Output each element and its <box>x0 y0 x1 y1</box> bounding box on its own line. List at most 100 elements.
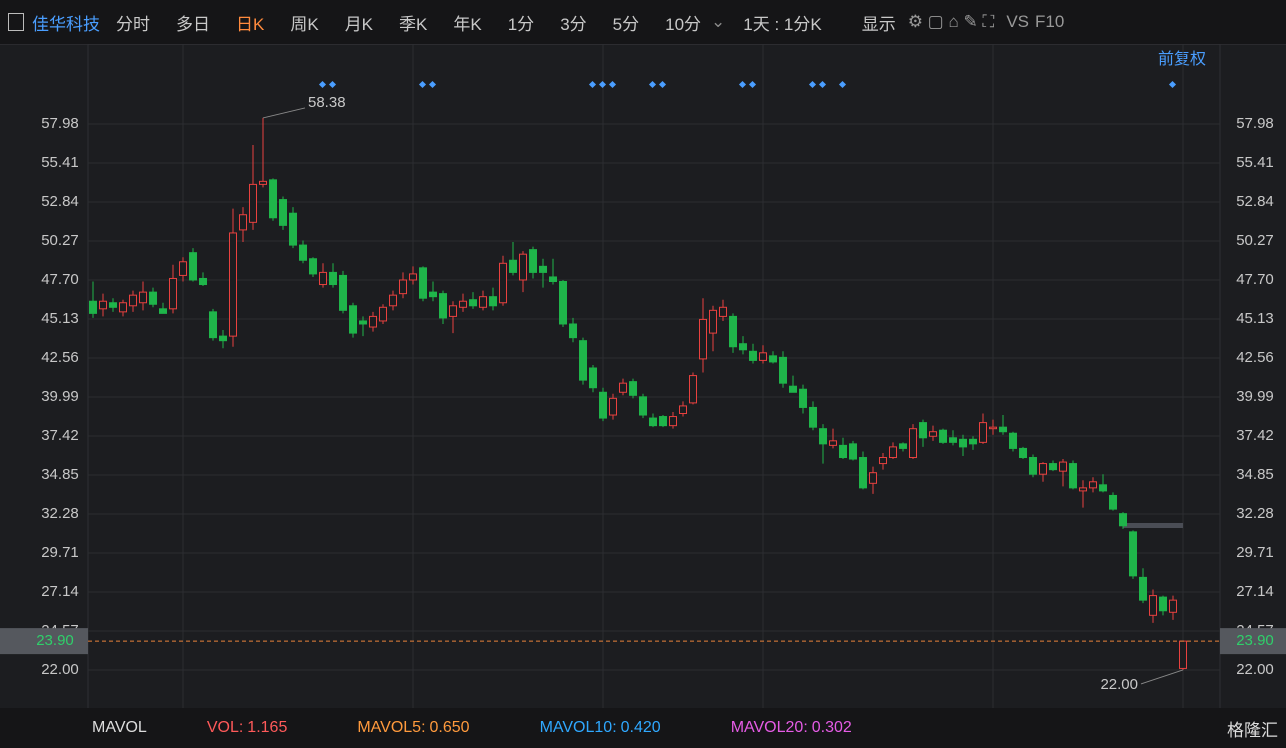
y-tick-label-right: 52.84 <box>1236 193 1274 210</box>
annotation-line <box>262 107 306 119</box>
candle-body <box>839 444 847 459</box>
candle-body <box>1039 463 1047 475</box>
dropdown[interactable]: ⌄ <box>711 12 726 31</box>
candle-body <box>639 396 647 416</box>
level-bar <box>1123 523 1183 528</box>
chart: 前复权 57.98 57.98 55.41 55.41 52.84 52.84 50.27 5… <box>0 44 1286 708</box>
candle-body <box>959 438 967 448</box>
y-tick-label: 29.71 <box>41 544 79 561</box>
y-tick-label: 47.70 <box>41 271 79 288</box>
tab[interactable]: 周K <box>290 14 319 34</box>
candle-body <box>329 271 337 286</box>
candle-body <box>599 391 607 419</box>
tab[interactable]: 日K <box>236 14 265 34</box>
event-marker <box>428 80 437 89</box>
candle-body <box>489 296 497 307</box>
y-tick-label-right: 32.28 <box>1236 505 1274 522</box>
y-tick-label-right: 57.98 <box>1236 115 1274 132</box>
indicator-value: 1.165 <box>247 719 288 736</box>
candle-body <box>709 309 717 334</box>
y-tick-label-right: 34.85 <box>1236 466 1274 483</box>
y-tick-label-right: 22.00 <box>1236 661 1274 678</box>
event-marker <box>738 80 747 89</box>
f10[interactable]: F10 <box>1035 12 1065 31</box>
candle-body <box>729 315 737 348</box>
y-tick-label: 52.84 <box>41 193 79 210</box>
candle-body <box>1019 447 1027 459</box>
period[interactable]: 1天 : 1分K <box>743 14 822 34</box>
y-tick-label: 39.99 <box>41 388 79 405</box>
candle-body <box>269 179 277 219</box>
candle-body <box>1029 457 1037 475</box>
candle-body <box>379 306 387 322</box>
tabs: 分时 多日 日K 周K 月K 季K 年K 1分 3分 5分 10分 <box>100 10 701 35</box>
candle-body <box>199 277 207 286</box>
candle-body <box>149 291 157 305</box>
stock-name[interactable]: 佳华科技 <box>32 14 100 34</box>
tab[interactable]: 分时 <box>116 14 150 34</box>
tab[interactable]: 季K <box>399 14 428 34</box>
candle-body <box>1179 640 1187 669</box>
candle-body <box>399 279 407 295</box>
candle-body <box>589 367 597 389</box>
price-box <box>0 628 88 655</box>
tab[interactable]: 3分 <box>560 14 587 34</box>
tab[interactable]: 多日 <box>176 14 210 34</box>
candle-body <box>1059 461 1067 472</box>
candle-body <box>139 291 147 304</box>
tab[interactable]: 10分 <box>665 14 702 34</box>
candle-body <box>349 305 357 334</box>
event-marker <box>318 80 327 89</box>
candle-body <box>669 416 677 427</box>
tab[interactable]: 月K <box>344 14 374 34</box>
annotation: 22.00 <box>1100 676 1138 693</box>
y-tick-label-right: 47.70 <box>1236 271 1274 288</box>
candle-body <box>749 350 757 361</box>
indicator[interactable]: MAVOL <box>92 719 147 736</box>
y-tick-label: 42.56 <box>41 349 79 366</box>
candle-body <box>739 343 747 351</box>
tab[interactable]: 5分 <box>612 14 640 34</box>
candle-body <box>759 352 767 361</box>
indicator-value: 0.302 <box>811 719 852 736</box>
tab[interactable]: 1分 <box>507 14 535 34</box>
candle-body <box>159 308 167 314</box>
icons[interactable]: ⚙ ▢ ⌂ ✎ ⛶ <box>907 12 995 31</box>
y-tick-label-right: 55.41 <box>1236 154 1274 171</box>
candle-body <box>659 416 667 427</box>
candle-body <box>219 335 227 342</box>
display[interactable]: 显示 <box>861 14 896 34</box>
indicator-name: MAVOL5: <box>357 719 426 736</box>
menu-icon[interactable] <box>8 13 24 31</box>
candle-body <box>499 262 507 304</box>
candle-body <box>249 183 257 223</box>
indicator-value: 0.650 <box>429 719 470 736</box>
candle-body <box>229 232 237 337</box>
candle-body <box>189 252 197 281</box>
y-tick-label-right: 42.56 <box>1236 349 1274 366</box>
candle-body <box>259 180 267 185</box>
y-tick-label-right: 29.71 <box>1236 544 1274 561</box>
candle-body <box>1159 596 1167 612</box>
candle-body <box>1009 432 1017 449</box>
candle-body <box>309 258 317 275</box>
adjust[interactable]: 前复权 <box>1158 50 1206 68</box>
candle-body <box>129 294 137 307</box>
candle-body <box>949 437 957 443</box>
candle-body <box>119 302 127 313</box>
vs[interactable]: VS <box>1006 12 1030 31</box>
y-tick-label: 45.13 <box>41 310 79 327</box>
event-marker <box>418 80 427 89</box>
candle-body <box>969 438 977 445</box>
annotation-line <box>1140 669 1184 685</box>
candle-body <box>769 355 777 363</box>
candle-body <box>1169 599 1177 613</box>
candle-body <box>279 199 287 226</box>
candle-body <box>999 426 1007 433</box>
candle-body <box>819 428 827 445</box>
candle-body <box>719 306 727 317</box>
candle-body <box>429 291 437 298</box>
candle-body <box>829 440 837 446</box>
tab[interactable]: 年K <box>453 14 482 34</box>
